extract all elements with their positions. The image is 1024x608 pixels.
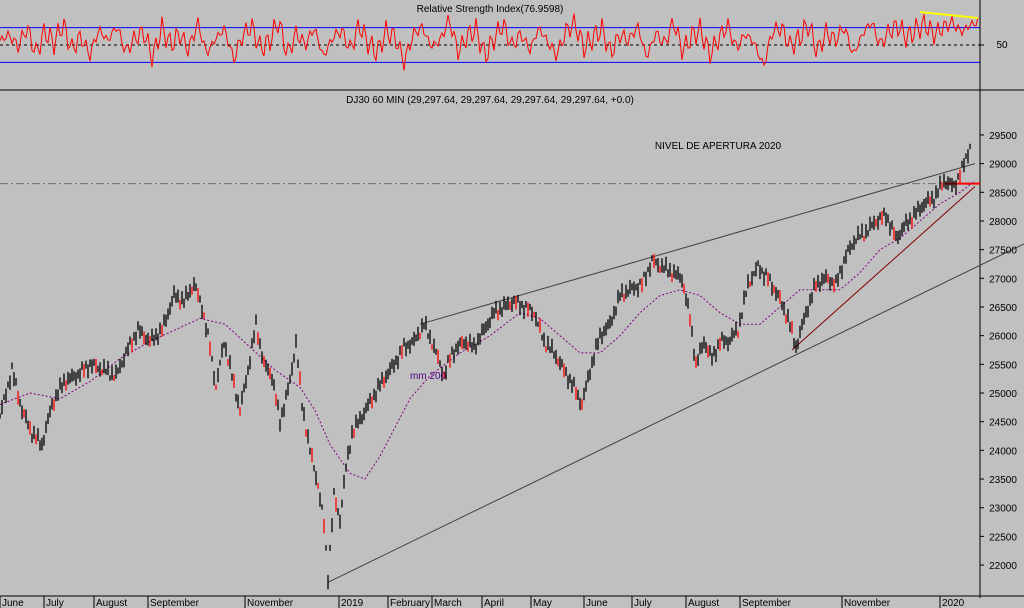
- x-tick-label: March: [434, 598, 462, 608]
- y-tick-label: 25500: [989, 360, 1017, 371]
- opening-level-label: NIVEL DE APERTURA 2020: [655, 141, 782, 152]
- x-tick-label: November: [247, 598, 294, 608]
- x-tick-label: April: [484, 598, 504, 608]
- y-tick-label: 29000: [989, 160, 1017, 171]
- rsi-divergence-line: [919, 11, 979, 19]
- y-tick-label: 25000: [989, 389, 1017, 400]
- y-tick-label: 23500: [989, 475, 1017, 486]
- price-axis: 22000 22500 23000 23500 24000 24500 25000 25500…: [980, 131, 1017, 572]
- rsi-plot-area: [0, 0, 980, 85]
- rsi-panel: Relative Strength Index(76.9598) 50: [0, 0, 1008, 85]
- trendlines: [327, 163, 1024, 583]
- price-bars: [0, 143, 971, 590]
- x-tick-label: November: [844, 598, 891, 608]
- trendline: [791, 186, 976, 351]
- y-tick-label: 26500: [989, 303, 1017, 314]
- rsi-level-label: 50: [996, 40, 1008, 51]
- y-tick-label: 28000: [989, 217, 1017, 228]
- x-tick-label: August: [688, 598, 719, 608]
- price-panel: DJ30 60 MIN (29,297.64, 29,297.64, 29,29…: [0, 95, 1024, 590]
- x-tick-label: September: [150, 598, 200, 608]
- y-tick-label: 27500: [989, 246, 1017, 257]
- moving-average-label: mm 200: [410, 371, 447, 382]
- price-title: DJ30 60 MIN (29,297.64, 29,297.64, 29,29…: [346, 95, 634, 106]
- x-tick-label: February: [390, 598, 430, 608]
- trendline: [327, 243, 1024, 583]
- y-tick-label: 28500: [989, 188, 1017, 199]
- time-axis: June July August September November 2019 Febru…: [0, 596, 965, 608]
- rsi-line: [0, 13, 979, 71]
- x-tick-label: 2019: [341, 598, 364, 608]
- trendline: [419, 163, 976, 325]
- x-tick-label: July: [46, 598, 64, 608]
- x-tick-label: June: [586, 598, 608, 608]
- moving-average-line: [0, 180, 976, 480]
- x-tick-label: May: [533, 598, 552, 608]
- rsi-title: Relative Strength Index(76.9598): [417, 4, 564, 15]
- y-tick-label: 23000: [989, 504, 1017, 515]
- x-tick-label: July: [634, 598, 652, 608]
- y-tick-label: 22000: [989, 561, 1017, 572]
- x-tick-label: 2020: [942, 598, 965, 608]
- x-tick-label: June: [2, 598, 24, 608]
- x-tick-label: August: [96, 598, 127, 608]
- y-tick-label: 24000: [989, 446, 1017, 457]
- y-tick-label: 24500: [989, 418, 1017, 429]
- y-tick-label: 26000: [989, 332, 1017, 343]
- y-tick-label: 22500: [989, 532, 1017, 543]
- x-tick-label: September: [742, 598, 792, 608]
- y-tick-label: 27000: [989, 274, 1017, 285]
- y-tick-label: 29500: [989, 131, 1017, 142]
